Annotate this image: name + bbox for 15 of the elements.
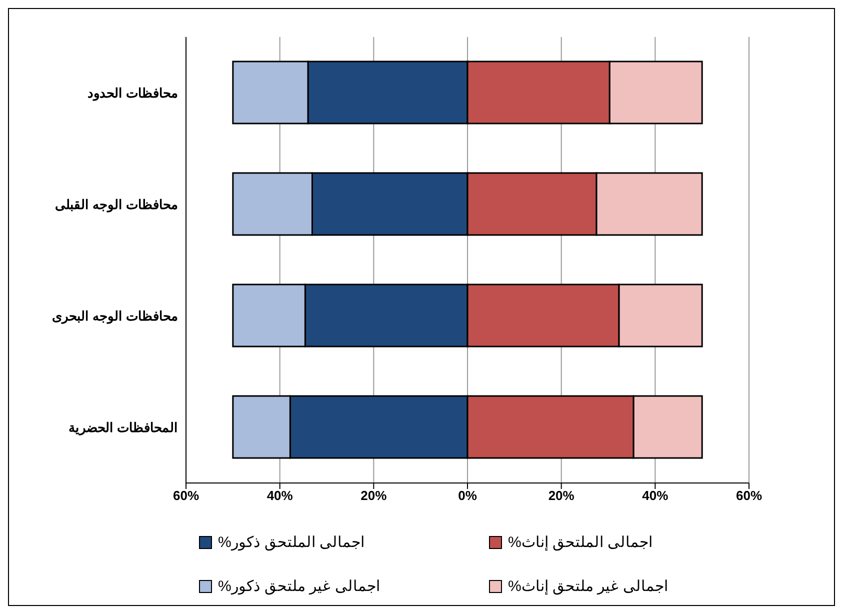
legend-label: اجمالى غير ملتحق ذكور% (218, 577, 380, 595)
x-tick-label: 20% (360, 488, 388, 504)
x-tick-label: 60% (736, 488, 762, 504)
x-tick-label: 20% (548, 488, 575, 504)
legend-label: اجمالى الملتحق ذكور% (218, 533, 365, 551)
x-tick-label: 40% (266, 488, 294, 504)
legend-label: اجمالى غير ملتحق إناث% (508, 577, 668, 595)
x-tick-label: 40% (642, 488, 669, 504)
y-tick-label: محافظات الوجه البحرى (52, 308, 178, 324)
x-tick-label: 60% (172, 488, 200, 504)
legend-label: اجمالى الملتحق إناث% (508, 533, 653, 551)
y-tick-label: محافظات الوجه القبلى (54, 196, 178, 213)
x-tick-label: 0% (458, 488, 478, 504)
y-tick-label: محافظات الحدود (87, 85, 178, 102)
y-tick-label: المحافظات الحضرية (68, 420, 178, 436)
